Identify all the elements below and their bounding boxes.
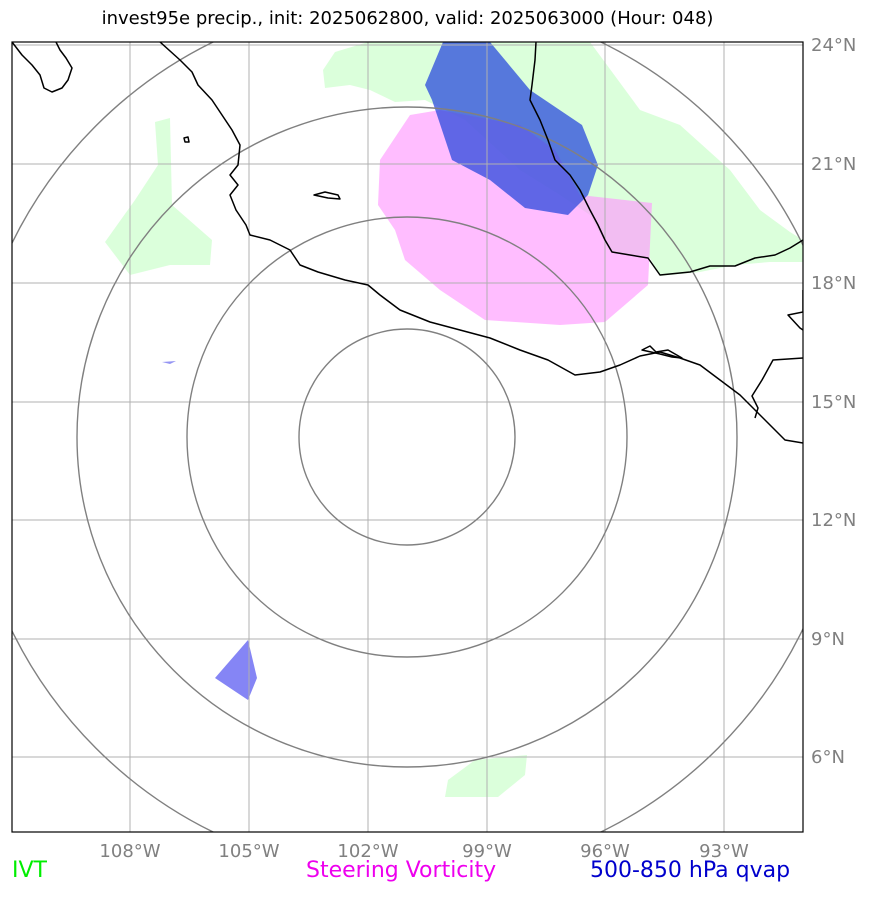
qvap-speck — [162, 361, 176, 364]
range-ring-2 — [186, 216, 628, 658]
legend-qvap: 500-850 hPa qvap — [590, 858, 791, 883]
gridlines — [12, 42, 803, 832]
island-small — [183, 136, 190, 143]
coastline-pacific-mexico — [159, 42, 803, 444]
lat-label: 9°N — [811, 629, 845, 650]
lon-label: 108°W — [99, 841, 160, 862]
lagoon — [641, 345, 683, 359]
ivt-region-west — [105, 118, 212, 275]
island-islas-marias — [313, 191, 341, 200]
legend-steering-vorticity: Steering Vorticity — [306, 858, 497, 883]
lat-tick-labels: 24°N 21°N 18°N 15°N 12°N 9°N 6°N — [811, 35, 856, 768]
range-ring-1 — [298, 328, 516, 546]
coastline — [12, 42, 803, 444]
qvap-region-north — [425, 42, 598, 215]
lat-label: 24°N — [811, 35, 856, 56]
lat-label: 21°N — [811, 154, 856, 175]
legend-ivt: IVT — [12, 858, 47, 883]
coastline-baja — [12, 42, 73, 93]
qvap-layer — [162, 42, 598, 700]
lon-label: 99°W — [462, 841, 512, 862]
lat-label: 18°N — [811, 273, 856, 294]
map-title: invest95e precip., init: 2025062800, val… — [101, 8, 714, 29]
ivt-region-south — [445, 755, 527, 797]
lat-label: 12°N — [811, 510, 856, 531]
lon-label: 102°W — [337, 841, 398, 862]
coastline-central-america — [751, 357, 803, 419]
coastline-gulf-mexico — [529, 42, 803, 276]
range-rings — [12, 42, 803, 832]
lon-tick-labels: 108°W 105°W 102°W 99°W 96°W 93°W — [99, 841, 749, 862]
coastline-yucatan — [787, 290, 803, 331]
lat-label: 15°N — [811, 392, 856, 413]
qvap-region-south — [215, 640, 257, 700]
lat-label: 6°N — [811, 747, 845, 768]
plot-frame — [11, 41, 804, 833]
lon-label: 105°W — [218, 841, 279, 862]
lon-label: 96°W — [580, 841, 630, 862]
range-ring-3 — [76, 106, 738, 768]
lon-label: 93°W — [699, 841, 749, 862]
